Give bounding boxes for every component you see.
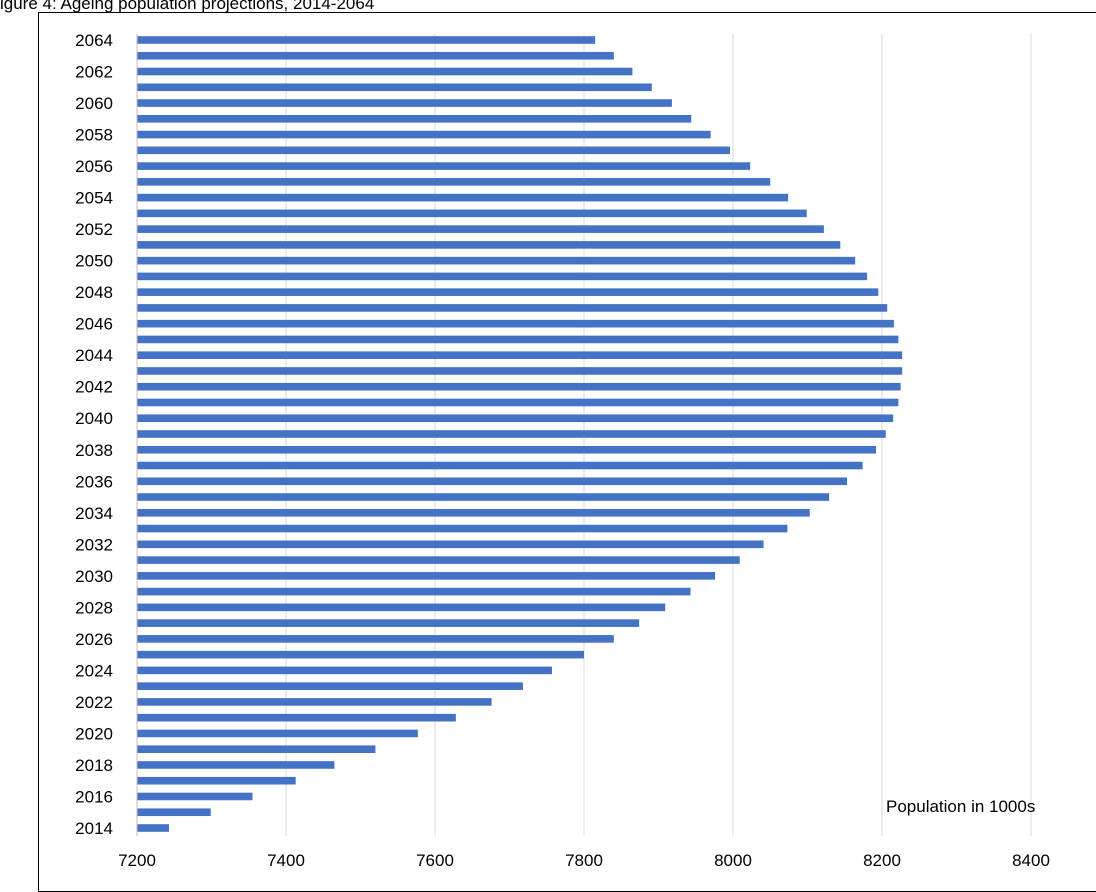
bar-2033 (137, 524, 788, 533)
y-tick-label-2026: 2026 (75, 630, 113, 649)
x-tick-label-8400: 8400 (1012, 851, 1050, 870)
bar-2058 (137, 130, 711, 139)
y-tick-label-2030: 2030 (75, 567, 113, 586)
bar-2018 (137, 761, 335, 769)
bar-2055 (137, 178, 771, 186)
bar-2034 (137, 509, 810, 517)
y-tick-label-2034: 2034 (75, 504, 113, 523)
y-tick-label-2018: 2018 (75, 756, 113, 775)
figure-caption: igure 4: Ageing population projections, … (0, 0, 375, 13)
bar-2049 (137, 272, 868, 281)
bar-2039 (137, 430, 886, 438)
bar-2047 (137, 304, 888, 312)
y-tick-label-2014: 2014 (75, 819, 113, 838)
bar-2021 (137, 713, 456, 722)
bar-2029 (137, 587, 691, 596)
y-tick-label-2054: 2054 (75, 189, 113, 208)
bar-2023 (137, 682, 523, 690)
bar-2057 (137, 146, 731, 155)
bar-2017 (137, 776, 296, 785)
x-tick-label-7600: 7600 (416, 851, 454, 870)
bar-2042 (137, 382, 901, 391)
y-tick-label-2050: 2050 (75, 252, 113, 271)
x-tick-label-8200: 8200 (863, 851, 901, 870)
bar-2040 (137, 414, 894, 423)
y-tick-label-2048: 2048 (75, 283, 113, 302)
y-tick-label-2038: 2038 (75, 441, 113, 460)
bar-2050 (137, 256, 856, 265)
bar-2053 (137, 209, 807, 218)
y-tick-label-2060: 2060 (75, 94, 113, 113)
y-tick-label-2032: 2032 (75, 535, 113, 554)
bar-2063 (137, 51, 614, 60)
bar-2014 (137, 824, 170, 832)
bar-2020 (137, 729, 418, 738)
x-tick-label-7200: 7200 (118, 851, 156, 870)
bar-2059 (137, 115, 692, 123)
bar-2060 (137, 99, 672, 107)
y-tick-label-2016: 2016 (75, 787, 113, 806)
bar-2030 (137, 572, 716, 580)
y-tick-label-2024: 2024 (75, 661, 113, 680)
y-tick-label-2052: 2052 (75, 220, 113, 239)
bar-2054 (137, 193, 789, 202)
bar-2026 (137, 635, 614, 643)
bar-2019 (137, 745, 376, 753)
bar-2036 (137, 477, 847, 486)
y-tick-label-2044: 2044 (75, 346, 113, 365)
bar-2027 (137, 619, 640, 627)
y-tick-label-2020: 2020 (75, 724, 113, 743)
y-tick-label-2042: 2042 (75, 378, 113, 397)
bar-2037 (137, 461, 863, 470)
bar-2016 (137, 792, 253, 801)
y-tick-label-2056: 2056 (75, 157, 113, 176)
x-tick-label-7400: 7400 (267, 851, 305, 870)
y-tick-label-2058: 2058 (75, 126, 113, 145)
y-tick-label-2036: 2036 (75, 472, 113, 491)
bar-2064 (137, 36, 596, 44)
bar-2032 (137, 540, 764, 549)
y-tick-label-2040: 2040 (75, 409, 113, 428)
x-tick-label-8000: 8000 (714, 851, 752, 870)
bar-2048 (137, 288, 879, 296)
bar-2051 (137, 241, 841, 249)
bar-2056 (137, 162, 751, 170)
bar-2041 (137, 398, 899, 407)
bar-2025 (137, 650, 584, 659)
bar-2031 (137, 556, 740, 564)
y-tick-label-2062: 2062 (75, 63, 113, 82)
bar-2035 (137, 493, 830, 501)
bar-2043 (137, 367, 903, 375)
bar-2024 (137, 666, 552, 675)
bar-2045 (137, 335, 899, 344)
x-tick-label-7800: 7800 (565, 851, 603, 870)
bar-2044 (137, 351, 903, 359)
bar-2028 (137, 603, 666, 612)
bars (137, 36, 903, 832)
bar-2015 (137, 808, 211, 817)
y-tick-label-2046: 2046 (75, 315, 113, 334)
y-tick-label-2064: 2064 (75, 31, 113, 50)
x-tick-labels: 7200 7400 7600 7800 8000 8200 8400 (118, 851, 1050, 870)
bar-2062 (137, 67, 633, 76)
bar-2038 (137, 445, 877, 454)
bar-2022 (137, 698, 492, 706)
y-tick-label-2028: 2028 (75, 598, 113, 617)
y-tick-label-2022: 2022 (75, 693, 113, 712)
x-axis-label: Population in 1000s (886, 797, 1035, 816)
bar-2052 (137, 225, 824, 233)
bar-2061 (137, 83, 652, 92)
y-tick-labels: 2064 2062 2060 2058 2056 2054 2052 2050 2048 2046… (75, 31, 113, 838)
bar-2046 (137, 319, 894, 328)
